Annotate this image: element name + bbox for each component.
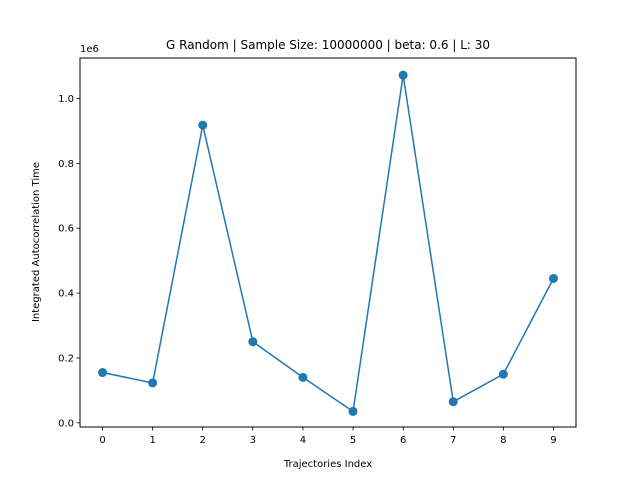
- x-tick-label: 0: [99, 435, 105, 446]
- x-tick-label: 6: [400, 435, 406, 446]
- y-tick-label: 0.4: [58, 289, 74, 300]
- x-tick-label: 5: [350, 435, 356, 446]
- data-point: [348, 406, 358, 416]
- data-point: [398, 70, 408, 80]
- data-point: [448, 397, 458, 407]
- series-line: [102, 75, 555, 413]
- x-tick-label: 9: [550, 435, 556, 446]
- y-tick-label: 0.0: [58, 418, 74, 429]
- y-offset-label: 1e6: [80, 44, 99, 55]
- x-axis-label: Trajectories Index: [283, 459, 372, 470]
- data-point: [248, 337, 258, 347]
- data-point: [548, 273, 558, 283]
- data-point: [298, 372, 308, 382]
- x-tick-label: 1: [149, 435, 155, 446]
- x-tick-label: 2: [200, 435, 206, 446]
- y-tick-label: 0.6: [58, 224, 74, 235]
- x-tick-label: 8: [500, 435, 506, 446]
- data-point: [198, 120, 208, 130]
- x-tick-label: 7: [450, 435, 456, 446]
- y-tick-label: 0.8: [58, 159, 74, 170]
- chart-title: G Random | Sample Size: 10000000 | beta:…: [166, 38, 490, 52]
- data-point: [98, 368, 108, 378]
- data-point: [498, 369, 508, 379]
- x-tick-label: 4: [300, 435, 306, 446]
- data-point: [148, 378, 158, 388]
- x-tick-label: 3: [250, 435, 256, 446]
- y-axis-label: Integrated Autocorrelation Time: [31, 162, 42, 322]
- y-axis: 0.0 0.2 0.4 0.6 0.8 1.0: [58, 94, 80, 429]
- y-tick-label: 0.2: [58, 353, 74, 364]
- axes-frame: [79, 57, 577, 428]
- x-axis: 0 1 2 3 4 5 6 7 8 9: [99, 427, 557, 446]
- y-tick-label: 1.0: [58, 94, 74, 105]
- plot-area: [98, 70, 558, 416]
